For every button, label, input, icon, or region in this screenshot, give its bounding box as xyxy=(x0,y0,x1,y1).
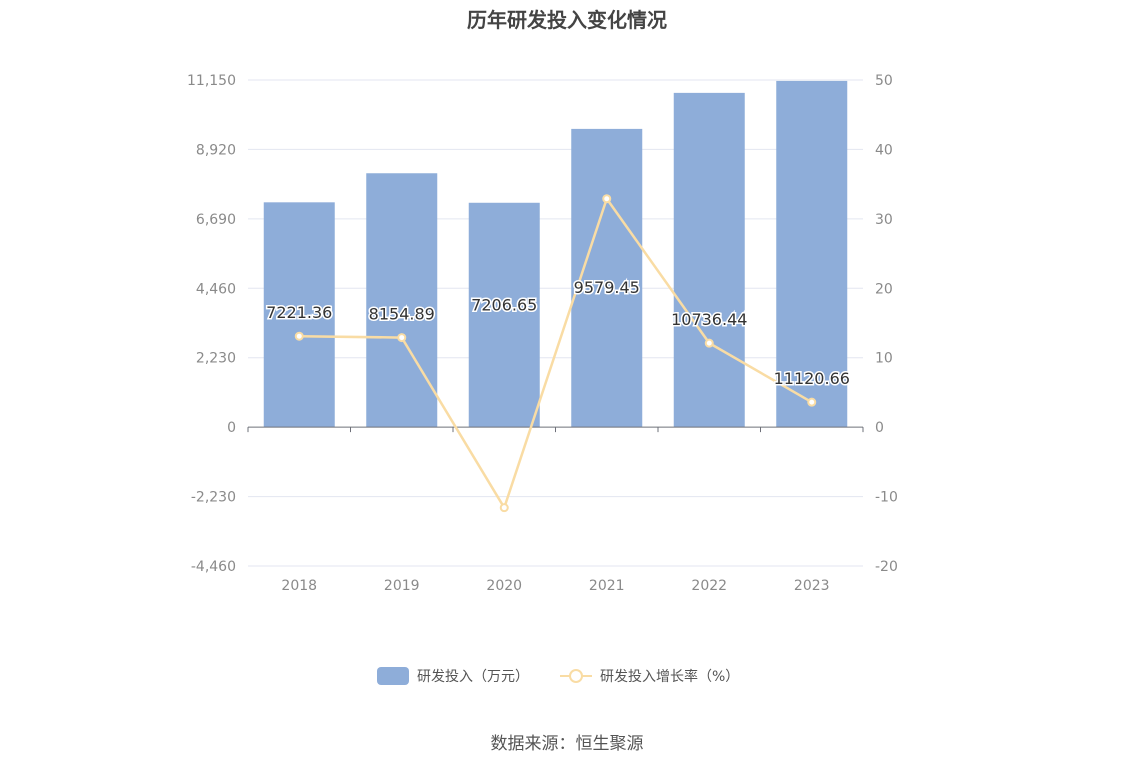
growth-line xyxy=(299,197,813,509)
y-right-tick-label: 20 xyxy=(875,281,893,297)
x-tick-label: 2020 xyxy=(486,578,522,594)
bar-series xyxy=(263,80,848,428)
bar[interactable] xyxy=(263,202,335,428)
legend-line-marker[interactable] xyxy=(569,669,583,683)
y-left-tick-label: 8,920 xyxy=(196,142,236,158)
y-left-tick-label: -2,230 xyxy=(191,490,236,506)
growth-point[interactable] xyxy=(397,333,407,343)
growth-point[interactable] xyxy=(807,397,817,407)
bar[interactable] xyxy=(366,173,438,428)
bar[interactable] xyxy=(776,80,848,428)
legend-bar-swatch[interactable] xyxy=(377,667,409,685)
x-tick-label: 2021 xyxy=(589,578,625,594)
legend-bar-label[interactable]: 研发投入（万元） xyxy=(417,669,529,685)
bar-value-label: 10736.44 xyxy=(671,310,747,329)
bar-value-label: 7221.36 xyxy=(266,303,332,322)
line-series xyxy=(294,194,817,513)
y-left-tick-label: 0 xyxy=(227,420,236,436)
data-labels: 7221.36 8154.89 7206.65 9579.45 10736.44 1112… xyxy=(265,276,852,389)
growth-point[interactable] xyxy=(499,503,509,513)
x-axis xyxy=(247,426,864,433)
chart-title: 历年研发投入变化情况 xyxy=(467,8,667,32)
y-right-tick-label: 0 xyxy=(875,420,884,436)
growth-point[interactable] xyxy=(704,338,714,348)
bar-value-label: 7206.65 xyxy=(471,295,537,314)
growth-point[interactable] xyxy=(294,331,304,341)
y-left-tick-label: 11,150 xyxy=(187,73,236,89)
y-left-tick-label: 4,460 xyxy=(196,281,236,297)
y-left-tick-label: -4,460 xyxy=(191,559,236,575)
growth-point[interactable] xyxy=(602,194,612,204)
y-right-tick-label: 50 xyxy=(875,73,893,89)
grid-lines xyxy=(248,79,863,567)
data-source: 数据来源：恒生聚源 xyxy=(490,734,644,754)
x-tick-label: 2023 xyxy=(794,578,830,594)
y-right-tick-label: 30 xyxy=(875,212,893,228)
x-tick-label: 2019 xyxy=(384,578,420,594)
y-right-tick-label: -10 xyxy=(875,490,898,506)
bar-value-label: 8154.89 xyxy=(369,305,435,324)
y-axis-left: 11,150 8,920 6,690 4,460 2,230 0 -2,230 -4,460 xyxy=(187,73,236,575)
bar[interactable] xyxy=(673,92,745,428)
bar-value-label: 11120.66 xyxy=(774,369,850,388)
x-axis-labels: 2018 2019 2020 2021 2022 2023 xyxy=(281,578,829,594)
y-right-tick-label: -20 xyxy=(875,559,898,575)
x-tick-label: 2018 xyxy=(281,578,317,594)
y-axis-right: 50 40 30 20 10 0 -10 -20 xyxy=(875,73,898,575)
x-tick-label: 2022 xyxy=(691,578,727,594)
bar[interactable] xyxy=(468,202,540,428)
bar[interactable] xyxy=(571,128,643,428)
legend-line-label[interactable]: 研发投入增长率（%） xyxy=(600,668,739,685)
legend[interactable]: 研发投入（万元） 研发投入增长率（%） xyxy=(377,667,739,685)
y-right-tick-label: 10 xyxy=(875,351,893,367)
y-left-tick-label: 2,230 xyxy=(196,351,236,367)
y-left-tick-label: 6,690 xyxy=(196,212,236,228)
y-right-tick-label: 40 xyxy=(875,142,893,158)
bar-value-label: 9579.45 xyxy=(574,278,640,297)
